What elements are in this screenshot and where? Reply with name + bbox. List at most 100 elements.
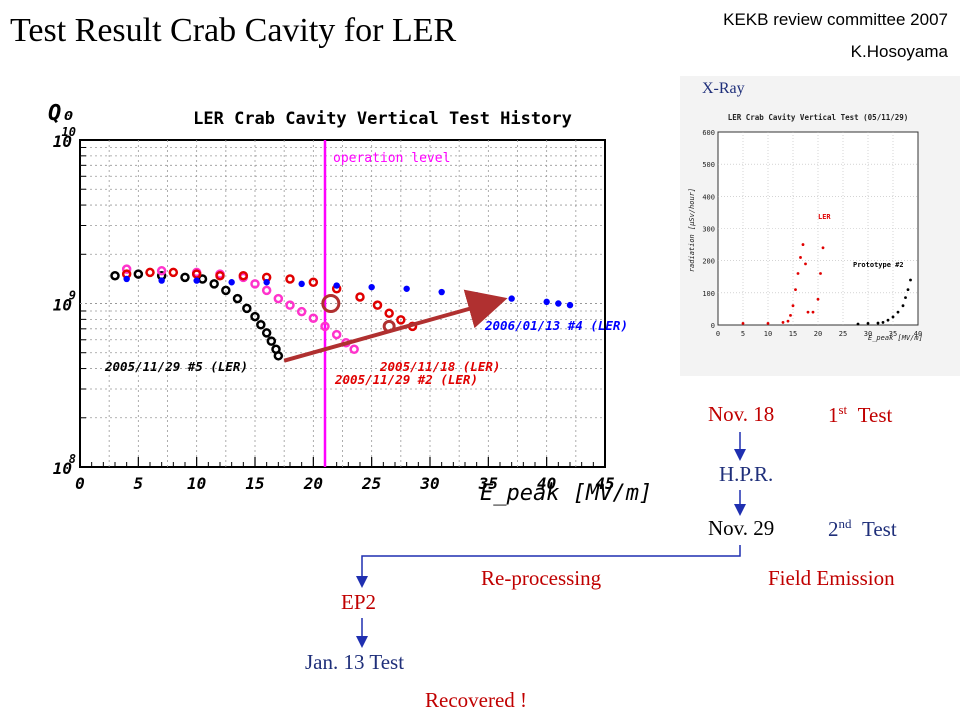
data-point bbox=[238, 270, 249, 281]
inset-x-tick-label: 20 bbox=[814, 330, 822, 338]
inset-x-axis-label: E_peak [MV/m] bbox=[868, 334, 923, 342]
inset-data-point bbox=[806, 310, 810, 314]
y-tick-exponent: 10 bbox=[62, 125, 76, 139]
inset-x-tick-label: 25 bbox=[839, 330, 847, 338]
inset-x-tick-label: 40 bbox=[914, 330, 922, 338]
operation-level-label: operation level bbox=[333, 151, 450, 166]
data-point bbox=[349, 344, 359, 355]
x-tick-label: 0 bbox=[75, 474, 85, 493]
inset-data-point bbox=[909, 278, 912, 282]
data-point bbox=[396, 315, 406, 325]
inset-data-point bbox=[876, 321, 880, 325]
data-point bbox=[221, 285, 231, 296]
data-point bbox=[215, 270, 225, 281]
author: K.Hosoyama bbox=[850, 42, 948, 61]
x-tick-label: 25 bbox=[361, 474, 381, 493]
x-tick-label: 30 bbox=[419, 474, 439, 493]
flow-ep2: EP2 bbox=[341, 590, 377, 614]
y-tick-label: 10 bbox=[53, 132, 72, 151]
flow-nov18: Nov. 18 bbox=[708, 402, 775, 426]
inset-data-point bbox=[741, 321, 745, 325]
data-point bbox=[158, 277, 165, 284]
data-point bbox=[438, 288, 445, 296]
inset-y-tick-label: 0 bbox=[711, 322, 715, 330]
data-point bbox=[261, 285, 272, 296]
inset-x-tick-label: 10 bbox=[764, 330, 772, 338]
data-point bbox=[403, 285, 410, 292]
y-tick-exponent: 9 bbox=[69, 289, 76, 303]
flow-first-test-word: Test bbox=[857, 403, 893, 427]
data-point bbox=[242, 303, 252, 314]
x-tick-label: 5 bbox=[134, 474, 144, 493]
data-point bbox=[320, 321, 330, 332]
inset-x-tick-label: 30 bbox=[864, 330, 872, 338]
inset-data-point bbox=[821, 246, 825, 250]
flow-second-test-word: Test bbox=[862, 517, 897, 541]
data-point bbox=[355, 292, 365, 302]
inset-y-tick-label: 400 bbox=[702, 193, 715, 201]
flow-first-test-num: 1 bbox=[828, 403, 839, 427]
data-point bbox=[123, 275, 130, 283]
x-tick-label: 40 bbox=[537, 474, 556, 493]
data-point bbox=[180, 272, 190, 283]
data-point bbox=[285, 274, 295, 284]
data-point bbox=[308, 277, 319, 287]
data-point bbox=[296, 306, 307, 317]
series-label: 2005/11/18 (LER) bbox=[379, 359, 500, 374]
y-tick-label: 10 bbox=[53, 296, 72, 315]
y-tick-label: 10 bbox=[53, 459, 72, 478]
inset-series-label: LER bbox=[818, 213, 831, 221]
series-label: 2006/01/13 #4 (LER) bbox=[484, 318, 628, 333]
inset-data-point bbox=[816, 297, 820, 301]
data-point bbox=[285, 300, 295, 310]
flow-nov29: Nov. 29 bbox=[708, 516, 775, 540]
data-point bbox=[250, 311, 260, 322]
data-point bbox=[256, 320, 266, 330]
data-point bbox=[156, 266, 167, 276]
data-point bbox=[372, 300, 383, 310]
flow-field-emission: Field Emission bbox=[768, 566, 895, 590]
inset-data-point bbox=[896, 310, 900, 314]
inset-y-tick-label: 300 bbox=[702, 226, 715, 234]
inset-y-tick-label: 500 bbox=[702, 161, 715, 169]
flow-first-test-sup: st bbox=[838, 402, 848, 417]
data-point bbox=[168, 267, 179, 278]
data-point bbox=[384, 308, 394, 319]
flow-second-test: 2nd Test bbox=[828, 516, 897, 542]
inset-data-point bbox=[766, 321, 770, 325]
main-y-axis-label: Q₀ bbox=[48, 101, 75, 126]
data-point bbox=[273, 293, 284, 304]
inset-x-tick-label: 35 bbox=[889, 330, 897, 338]
data-point bbox=[263, 279, 270, 286]
data-point bbox=[261, 328, 272, 338]
data-point bbox=[298, 280, 305, 288]
flow-reprocessing: Re-processing bbox=[481, 566, 602, 590]
inset-data-point bbox=[891, 315, 895, 319]
x-tick-label: 10 bbox=[187, 474, 206, 493]
data-point bbox=[273, 351, 284, 361]
main-x-axis-label: E_peak [MV/m] bbox=[480, 481, 652, 506]
flow-first-test: 1st Test bbox=[828, 402, 892, 428]
inset-data-point bbox=[799, 256, 802, 259]
main-chart-title: LER Crab Cavity Vertical Test History bbox=[193, 109, 572, 129]
data-point bbox=[145, 267, 155, 278]
data-point bbox=[193, 277, 200, 284]
data-point bbox=[543, 298, 550, 306]
inset-x-tick-label: 0 bbox=[716, 330, 720, 338]
inset-data-point bbox=[856, 322, 860, 326]
flow-hpr: H.P.R. bbox=[719, 462, 774, 486]
inset-data-point bbox=[791, 304, 795, 308]
inset-data-point bbox=[786, 319, 790, 323]
flow-jan13: Jan. 13 Test bbox=[305, 650, 405, 674]
inset-series-label: Prototype #2 bbox=[853, 261, 904, 269]
data-point bbox=[508, 295, 515, 302]
xray-label: X-Ray bbox=[702, 80, 745, 97]
slide-title: Test Result Crab Cavity for LER bbox=[10, 12, 457, 49]
data-point bbox=[308, 313, 319, 323]
data-point bbox=[333, 282, 340, 289]
inset-data-point bbox=[811, 310, 815, 314]
inset-data-point bbox=[904, 296, 907, 300]
highlight-circle bbox=[321, 294, 341, 313]
